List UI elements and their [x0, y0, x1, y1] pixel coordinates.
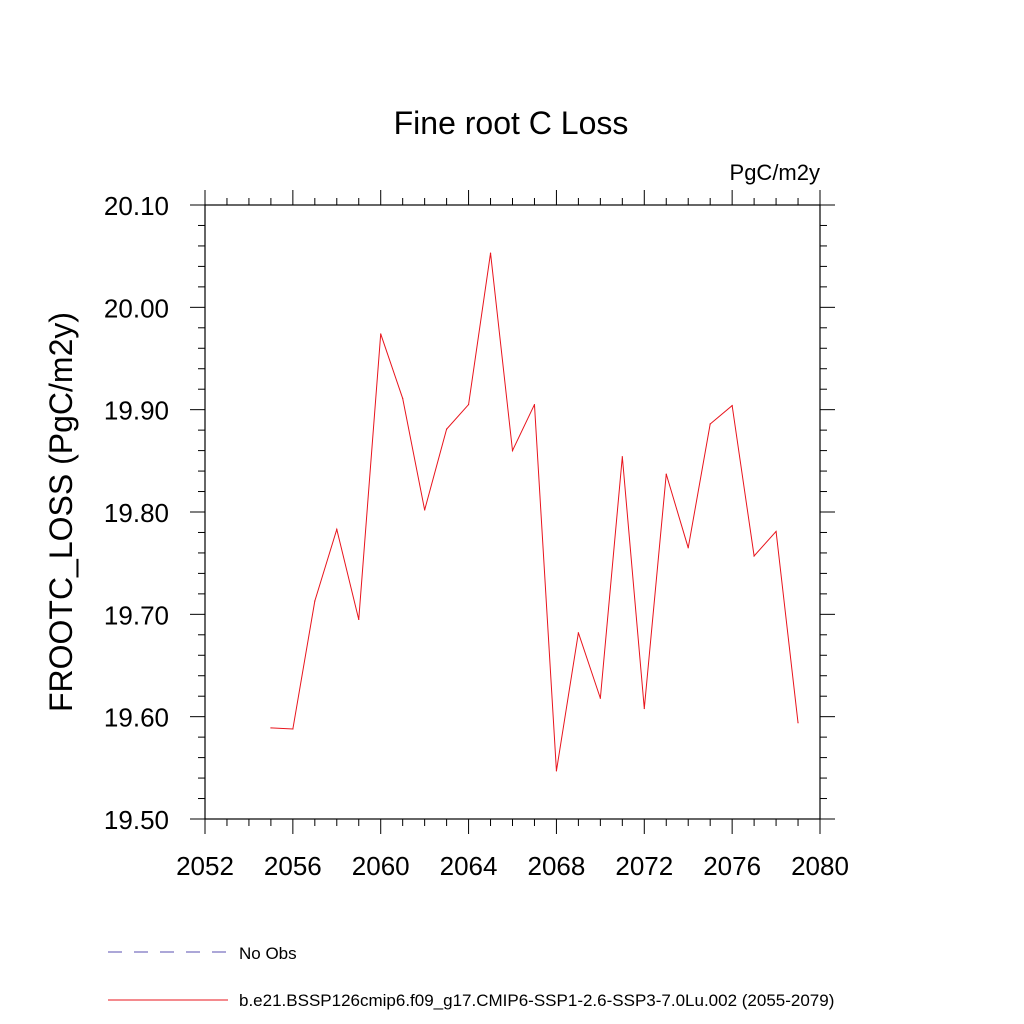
- data-point: [731, 404, 733, 407]
- data-point: [687, 547, 689, 549]
- data-point: [599, 697, 601, 699]
- series-line-0: [270, 253, 799, 771]
- y-tick-label: 19.80: [104, 498, 169, 528]
- data-point: [358, 618, 360, 621]
- x-tick-label: 2052: [176, 851, 234, 881]
- legend-label-model-run: b.e21.BSSP126cmip6.f09_g17.CMIP6-SSP1-2.…: [239, 991, 834, 1010]
- data-point: [555, 770, 558, 772]
- legend: No Obs b.e21.BSSP126cmip6.f09_g17.CMIP6-…: [108, 944, 834, 1010]
- legend-label-no-obs: No Obs: [239, 944, 297, 963]
- y-axis-label: FROOTC_LOSS (PgC/m2y): [43, 312, 79, 712]
- data-point: [336, 528, 338, 530]
- data-point: [467, 403, 470, 406]
- y-tick-label: 19.50: [104, 805, 169, 835]
- x-tick-label: 2064: [440, 851, 498, 881]
- x-tick-label: 2068: [528, 851, 586, 881]
- x-tick-label: 2072: [615, 851, 673, 881]
- x-tick-label: 2056: [264, 851, 322, 881]
- data-point: [270, 727, 272, 729]
- data-point: [533, 403, 536, 406]
- y-tick-label: 19.90: [104, 396, 169, 426]
- plot-frame: [204, 204, 821, 820]
- x-tick-label: 2060: [352, 851, 410, 881]
- data-point: [424, 509, 426, 511]
- data-point: [292, 728, 294, 730]
- data-point: [314, 600, 316, 602]
- data-point: [621, 456, 623, 458]
- y-tick-label: 20.10: [104, 191, 169, 221]
- data-point: [380, 333, 382, 335]
- data-point: [709, 423, 711, 425]
- data-point: [446, 428, 448, 430]
- data-point: [665, 473, 667, 475]
- y-tick-label: 19.60: [104, 703, 169, 733]
- axis-ticks: [190, 190, 835, 834]
- y-tick-label: 19.70: [104, 600, 169, 630]
- x-tick-label: 2076: [703, 851, 761, 881]
- x-tick-label: 2080: [791, 851, 849, 881]
- series-layer: [270, 252, 799, 772]
- data-point: [577, 632, 579, 634]
- data-point: [489, 252, 492, 254]
- y-tick-label: 20.00: [104, 293, 169, 323]
- chart-title: Fine root C Loss: [394, 105, 629, 141]
- data-point: [775, 530, 777, 533]
- data-point: [643, 707, 645, 710]
- data-point: [511, 450, 514, 452]
- units-label: PgC/m2y: [730, 160, 820, 185]
- data-point: [402, 397, 404, 400]
- axis-tick-labels: 2052 2056 2060 2064 2068 2072 2076 2080 19.50 19.…: [104, 191, 849, 881]
- data-point: [797, 722, 799, 724]
- data-point: [753, 555, 755, 557]
